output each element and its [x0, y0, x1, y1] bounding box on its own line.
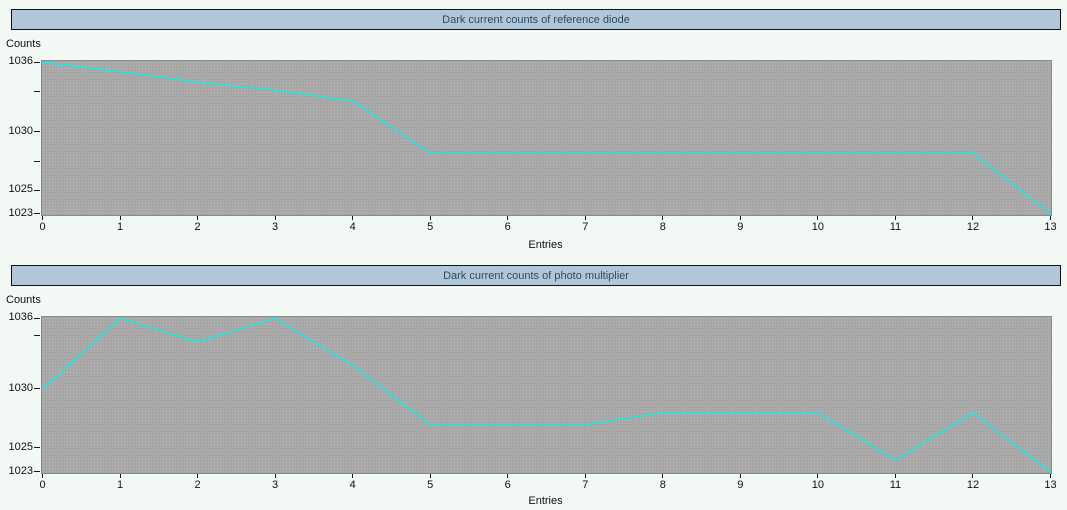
x-tick-mark [739, 216, 741, 220]
y-tick-mark [34, 213, 40, 214]
x-tick-label: 8 [659, 221, 666, 233]
x-tick-mark [662, 216, 664, 220]
x-tick-mark [507, 474, 509, 478]
x-tick-mark [274, 216, 276, 220]
y-tick-label: 1036 [8, 55, 33, 67]
x-tick-mark [1050, 474, 1051, 478]
x-tick-label: 4 [349, 479, 356, 491]
x-tick-label: 13 [1044, 221, 1057, 233]
line-series-svg [42, 317, 1051, 473]
x-tick-mark [817, 216, 819, 220]
x-tick-mark [894, 474, 896, 478]
y-tick-label: 1030 [8, 124, 33, 137]
x-tick-label: 1 [116, 479, 124, 491]
x-axis-label: Entries [528, 239, 563, 251]
chart-panel-reference-diode: Dark current counts of reference diode C… [0, 9, 1067, 256]
x-tick-mark [42, 216, 43, 220]
y-tick-label: 1025 [8, 183, 33, 196]
x-tick-label: 12 [966, 479, 980, 491]
data-line [42, 317, 1051, 473]
x-tick-mark [429, 216, 431, 220]
x-tick-mark [352, 474, 354, 478]
y-tick-mark [34, 388, 40, 390]
y-tick-mark [34, 189, 40, 191]
x-tick-mark [197, 474, 199, 478]
x-tick-label: 3 [272, 479, 279, 491]
x-tick-label: 8 [659, 479, 666, 491]
x-tick-mark [739, 474, 741, 478]
line-series-svg [42, 61, 1051, 215]
y-tick-label: 1025 [8, 440, 33, 453]
x-tick-label: 13 [1044, 479, 1057, 491]
data-line [42, 61, 1051, 215]
x-tick-label: 0 [39, 479, 46, 491]
x-axis-label: Entries [528, 495, 563, 507]
x-tick-label: 6 [504, 221, 511, 233]
x-tick-mark [119, 474, 121, 478]
x-tick-label: 11 [889, 479, 902, 491]
x-tick-mark [429, 474, 431, 478]
y-tick-mark [34, 90, 40, 92]
y-tick-label: 1030 [8, 381, 33, 394]
x-tick-mark [972, 474, 974, 478]
x-tick-label: 2 [194, 479, 201, 491]
y-tick-mark [34, 160, 40, 162]
x-tick-mark [972, 216, 974, 220]
y-tick-mark [34, 471, 40, 472]
x-tick-label: 4 [349, 221, 356, 233]
x-tick-label: 7 [582, 479, 589, 491]
y-axis-label: Counts [6, 294, 41, 306]
y-tick-mark [34, 447, 40, 449]
x-tick-mark [1050, 216, 1051, 220]
x-tick-label: 10 [811, 221, 824, 233]
x-tick-mark [274, 474, 276, 478]
chart-panel-photo-multiplier: Dark current counts of photo multiplier … [0, 265, 1067, 510]
x-tick-mark [662, 474, 664, 478]
chart-title-bar: Dark current counts of reference diode [11, 9, 1061, 30]
x-tick-label: 12 [966, 221, 980, 233]
x-tick-mark [507, 216, 509, 220]
x-tick-mark [817, 474, 819, 478]
x-tick-label: 0 [39, 221, 46, 233]
y-tick-label: 1023 [8, 206, 33, 219]
y-tick-mark [34, 335, 40, 337]
chart-title: Dark current counts of photo multiplier [443, 269, 629, 282]
x-tick-mark [119, 216, 121, 220]
x-tick-label: 2 [194, 221, 201, 233]
x-tick-mark [894, 216, 896, 220]
plot-area: 1036 1030 1025 1023 0 1 2 3 4 5 6 7 8 9 10 11 12 13 [9, 55, 1057, 233]
y-tick-label: 1036 [8, 311, 33, 323]
x-tick-label: 10 [811, 479, 824, 491]
plot-area: 1036 1030 1025 1023 0 1 2 3 4 5 6 7 8 9 10 11 12 13 [9, 311, 1057, 491]
y-tick-mark [34, 61, 40, 63]
x-tick-label: 3 [272, 221, 279, 233]
x-tick-mark [584, 216, 586, 220]
x-tick-label: 7 [582, 221, 589, 233]
chart-title: Dark current counts of reference diode [442, 13, 630, 26]
x-tick-mark [584, 474, 586, 478]
x-tick-label: 1 [116, 221, 124, 233]
x-tick-mark [42, 474, 43, 478]
x-tick-mark [352, 216, 354, 220]
axis-ticks-layer: 1036 1030 1025 1023 0 1 2 3 4 5 6 7 8 9 10 11 12 13 [9, 55, 1057, 233]
x-tick-mark [197, 216, 199, 220]
axis-ticks-layer: 1036 1030 1025 1023 0 1 2 3 4 5 6 7 8 9 10 11 12 13 [9, 311, 1057, 491]
x-tick-label: 5 [427, 221, 434, 233]
y-tick-label: 1023 [8, 464, 33, 477]
chart-title-bar: Dark current counts of photo multiplier [11, 265, 1061, 286]
x-tick-label: 6 [504, 479, 511, 491]
x-tick-label: 9 [737, 221, 744, 233]
x-tick-label: 5 [427, 479, 434, 491]
y-tick-mark [34, 131, 40, 133]
x-tick-label: 11 [889, 221, 902, 233]
x-tick-label: 9 [737, 479, 744, 491]
y-axis-label: Counts [6, 38, 41, 50]
y-tick-mark [34, 317, 40, 319]
